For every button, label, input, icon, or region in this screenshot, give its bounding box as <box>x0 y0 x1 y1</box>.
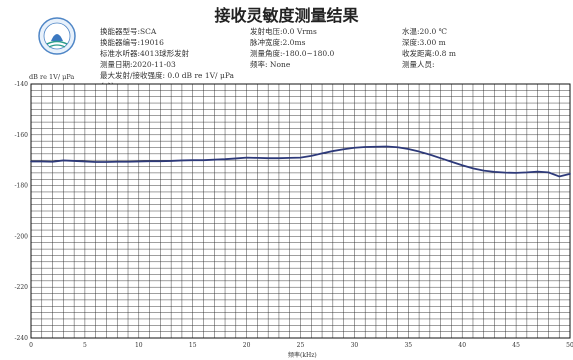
y-tick-label: -160 <box>15 132 29 139</box>
x-tick-label: 50 <box>566 342 573 349</box>
measurement-date: 测量日期:2020-11-03 <box>100 60 176 69</box>
frequency: 频率: None <box>250 60 291 69</box>
plot-frame <box>30 83 571 339</box>
x-tick-label: 40 <box>458 342 466 349</box>
operator: 测量人员: <box>402 60 435 69</box>
y-tick-label: -140 <box>15 81 29 88</box>
series-line <box>30 145 571 178</box>
depth: 深度:3.00 m <box>402 38 446 47</box>
x-tick-label: 5 <box>83 342 87 349</box>
tx-rx-distance: 收发距离:0.8 m <box>402 49 456 58</box>
pulse-width: 脉冲宽度:2.0ms <box>250 38 306 47</box>
institution-logo-icon <box>38 17 76 55</box>
reference-hydrophone: 标准水听器:4013球形发射 <box>100 49 190 58</box>
transducer-serial: 换能器编号:19016 <box>100 38 164 47</box>
y-tick-label: -180 <box>15 183 29 190</box>
page-title: 接收灵敏度测量结果 <box>214 6 359 25</box>
x-tick-label: 0 <box>29 342 33 349</box>
x-tick-label: 35 <box>404 342 412 349</box>
x-tick-label: 30 <box>351 342 359 349</box>
measurement-angle: 测量角度:-180.0~180.0 <box>250 49 335 58</box>
water-temperature: 水温:20.0 ℃ <box>402 27 447 36</box>
y-tick-label: -240 <box>15 335 29 342</box>
info-column-1: 换能器型号:SCA 换能器编号:19016 标准水听器:4013球形发射 测量日… <box>100 26 189 70</box>
x-tick-label: 45 <box>512 342 520 349</box>
transducer-model: 换能器型号:SCA <box>100 27 157 36</box>
x-tick-label: 20 <box>243 342 251 349</box>
transmit-voltage: 发射电压:0.0 Vrms <box>250 27 317 36</box>
info-column-2: 发射电压:0.0 Vrms 脉冲宽度:2.0ms 测量角度:-180.0~180… <box>250 26 334 70</box>
x-tick-label: 25 <box>297 342 305 349</box>
x-tick-label: 15 <box>189 342 197 349</box>
x-tick-label: 10 <box>135 342 143 349</box>
y-tick-label: -200 <box>15 233 29 240</box>
y-tick-label: -220 <box>15 284 29 291</box>
y-axis-label: dB re 1V/ μPa <box>29 73 75 81</box>
max-intensity: 最大发射/接收强度: 0.0 dB re 1V/ μPa <box>100 71 235 80</box>
info-column-3: 水温:20.0 ℃ 深度:3.00 m 收发距离:0.8 m 测量人员: <box>402 26 456 70</box>
x-axis-label: 频率(kHz) <box>288 352 317 359</box>
